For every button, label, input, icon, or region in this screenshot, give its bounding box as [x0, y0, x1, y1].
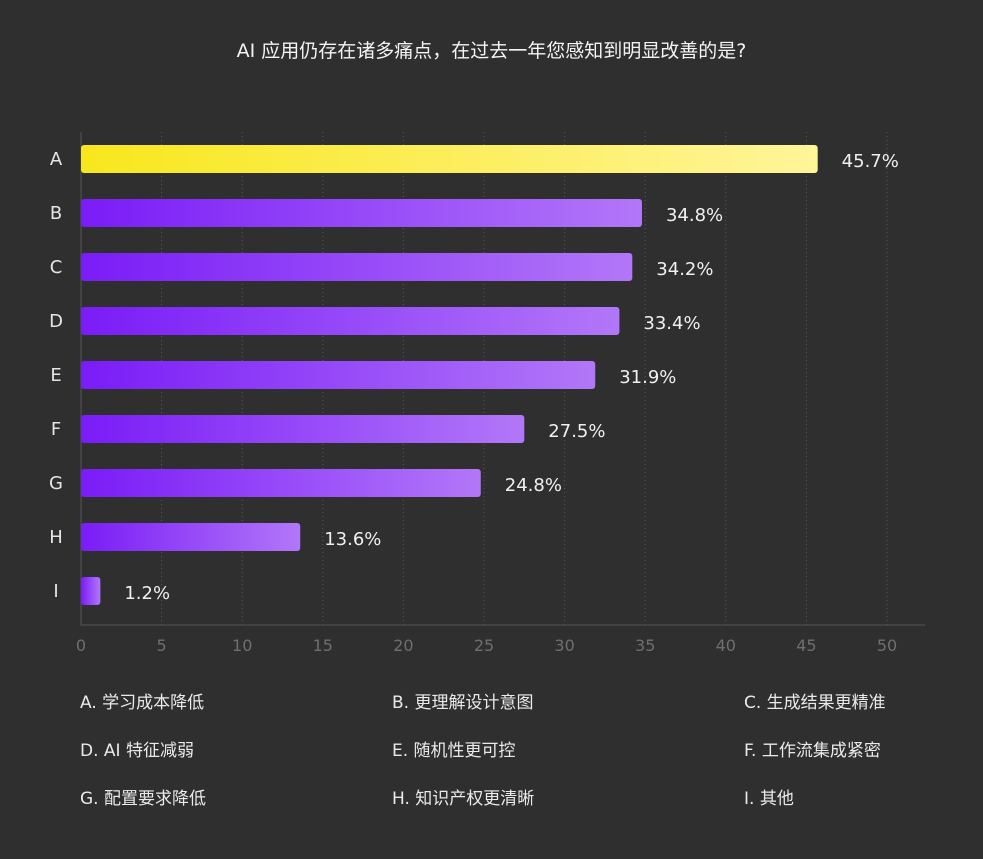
- bar-d: [81, 307, 620, 335]
- bar-g: [81, 469, 481, 497]
- x-tick-label: 50: [877, 636, 897, 655]
- value-label: 27.5%: [548, 421, 605, 442]
- category-label: E: [50, 365, 61, 386]
- x-tick-label: 20: [393, 636, 413, 655]
- x-axis-ticks: 0 5 10 15 20 25 30 35 40 45 50: [76, 636, 897, 655]
- legend-item-c: C. 生成结果更精准: [744, 693, 886, 713]
- value-label: 31.9%: [619, 367, 676, 388]
- value-label: 45.7%: [842, 151, 899, 172]
- legend-item-h: H. 知识产权更清晰: [392, 789, 535, 809]
- legend-item-e: E. 随机性更可控: [392, 741, 516, 761]
- bar-a: [81, 145, 818, 173]
- x-tick-label: 40: [716, 636, 736, 655]
- legend: A. 学习成本降低 B. 更理解设计意图 C. 生成结果更精准 D. AI 特征…: [80, 692, 920, 810]
- value-label: 13.6%: [324, 529, 381, 550]
- x-tick-label: 45: [796, 636, 816, 655]
- legend-item-d: D. AI 特征减弱: [80, 741, 194, 761]
- x-tick-label: 5: [157, 636, 167, 655]
- category-label: G: [49, 473, 63, 494]
- category-label: A: [50, 149, 63, 170]
- value-label: 33.4%: [643, 313, 700, 334]
- value-label: 1.2%: [124, 583, 170, 604]
- category-label: C: [50, 257, 63, 278]
- category-label: F: [51, 419, 61, 440]
- legend-item-a: A. 学习成本降低: [80, 693, 205, 713]
- legend-item-f: F. 工作流集成紧密: [744, 741, 881, 761]
- category-label: B: [50, 203, 62, 224]
- value-label: 34.2%: [656, 259, 713, 280]
- category-label: D: [49, 311, 63, 332]
- bar-f: [81, 415, 525, 443]
- category-label: I: [53, 581, 58, 602]
- bar-c: [81, 253, 633, 281]
- x-tick-label: 30: [554, 636, 574, 655]
- bar-e: [81, 361, 596, 389]
- category-labels: A B C D E F G H I: [49, 149, 63, 602]
- value-label: 34.8%: [666, 205, 723, 226]
- x-tick-label: 0: [76, 636, 86, 655]
- x-tick-label: 35: [635, 636, 655, 655]
- chart-title: AI 应用仍存在诸多痛点，在过去一年您感知到明显改善的是?: [236, 40, 747, 62]
- value-labels: 45.7% 34.8% 34.2% 33.4% 31.9% 27.5% 24.8% 13.6%…: [124, 151, 899, 604]
- legend-item-i: I. 其他: [744, 789, 794, 809]
- legend-item-b: B. 更理解设计意图: [392, 693, 534, 713]
- value-label: 24.8%: [505, 475, 562, 496]
- x-tick-label: 15: [313, 636, 333, 655]
- bar-b: [81, 199, 642, 227]
- bar-i: [81, 577, 101, 605]
- x-tick-label: 25: [474, 636, 494, 655]
- bar-chart: A B C D E F G H I 45.7% 34.8% 34.2% 33.4% 31.9% 27.5%…: [49, 132, 925, 655]
- category-label: H: [49, 527, 63, 548]
- x-tick-label: 10: [232, 636, 252, 655]
- bar-h: [81, 523, 301, 551]
- legend-item-g: G. 配置要求降低: [80, 789, 206, 809]
- bars: [81, 145, 818, 605]
